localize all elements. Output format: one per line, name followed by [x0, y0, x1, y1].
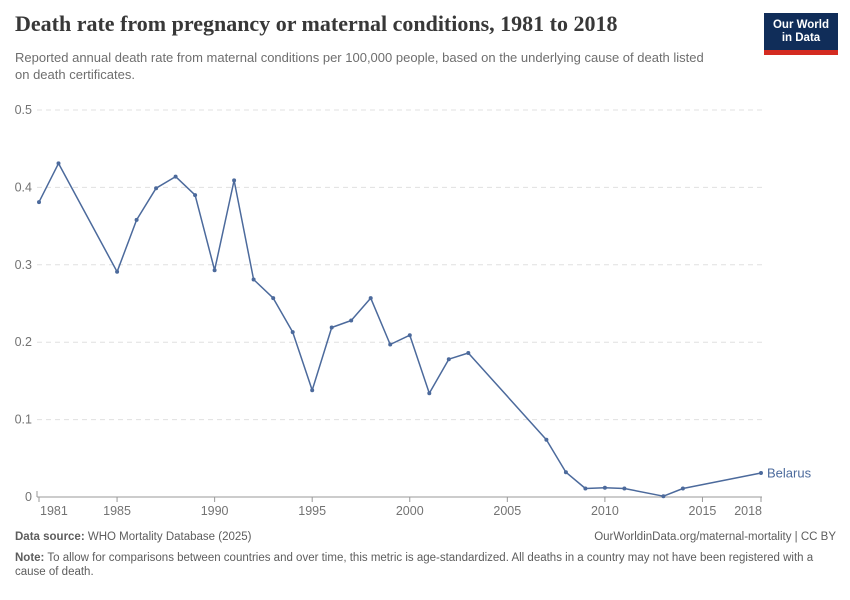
x-tick-label: 2018 — [734, 504, 762, 518]
data-point-marker[interactable] — [56, 161, 61, 166]
footer-note: Note: To allow for comparisons between c… — [15, 551, 823, 579]
chart-footer: Data source: WHO Mortality Database (202… — [15, 531, 836, 579]
x-tick-label: 2010 — [591, 504, 619, 518]
note-value: To allow for comparisons between countri… — [15, 552, 814, 578]
data-point-marker[interactable] — [310, 388, 315, 393]
data-point-marker[interactable] — [271, 296, 276, 301]
data-point-marker[interactable] — [134, 217, 139, 222]
x-tick-label: 1981 — [40, 504, 68, 518]
data-source-value: WHO Mortality Database (2025) — [87, 531, 252, 543]
data-source-label: Data source: — [15, 531, 85, 543]
x-tick-label: 2005 — [493, 504, 521, 518]
data-point-marker[interactable] — [193, 193, 198, 198]
y-tick-label: 0 — [25, 490, 32, 504]
data-point-marker[interactable] — [563, 470, 568, 475]
y-tick-label: 0.5 — [15, 103, 32, 117]
chart-subtitle: Reported annual death rate from maternal… — [15, 50, 704, 82]
data-point-marker[interactable] — [212, 268, 217, 273]
y-tick-label: 0.4 — [15, 180, 32, 194]
data-point-marker[interactable] — [115, 269, 120, 274]
data-point-marker[interactable] — [173, 174, 178, 179]
data-point-marker[interactable] — [290, 330, 295, 335]
data-point-marker[interactable] — [466, 351, 471, 355]
data-point-marker[interactable] — [622, 486, 627, 491]
data-point-marker[interactable] — [583, 486, 588, 491]
data-point-marker[interactable] — [407, 333, 412, 338]
y-tick-label: 0.1 — [15, 413, 32, 427]
data-point-marker[interactable] — [427, 391, 432, 396]
data-point-marker[interactable] — [661, 494, 666, 499]
x-tick-label: 1985 — [103, 504, 131, 518]
data-point-marker[interactable] — [329, 325, 334, 330]
data-point-marker[interactable] — [388, 342, 393, 347]
data-point-marker[interactable] — [232, 178, 237, 183]
data-point-marker[interactable] — [154, 186, 159, 191]
credit-link[interactable]: OurWorldinData.org/maternal-mortality | … — [594, 531, 836, 543]
data-point-marker[interactable] — [759, 471, 763, 475]
data-point-marker[interactable] — [544, 437, 549, 442]
logo-line1: Our World — [772, 19, 829, 31]
x-tick-label: 1990 — [201, 504, 229, 518]
data-point-marker[interactable] — [446, 357, 451, 362]
data-point-marker[interactable] — [368, 296, 373, 301]
x-tick-label: 2015 — [689, 504, 717, 518]
data-point-marker[interactable] — [251, 277, 256, 282]
data-point-marker[interactable] — [602, 485, 607, 490]
note-label: Note: — [15, 552, 45, 564]
owid-logo[interactable]: Our World in Data — [764, 13, 838, 55]
data-point-marker[interactable] — [680, 486, 685, 491]
logo-line2: in Data — [781, 32, 821, 44]
x-tick-label: 2000 — [396, 504, 424, 518]
data-point-marker[interactable] — [349, 318, 354, 323]
data-line-belarus[interactable] — [38, 162, 762, 497]
y-tick-label: 0.3 — [15, 258, 32, 272]
data-source: Data source: WHO Mortality Database (202… — [15, 531, 252, 543]
y-tick-label: 0.2 — [15, 335, 32, 349]
page-title: Death rate from pregnancy or maternal co… — [15, 11, 618, 36]
data-point-marker[interactable] — [37, 200, 41, 205]
entity-label-belarus[interactable]: Belarus — [767, 466, 812, 481]
x-tick-label: 1995 — [298, 504, 326, 518]
